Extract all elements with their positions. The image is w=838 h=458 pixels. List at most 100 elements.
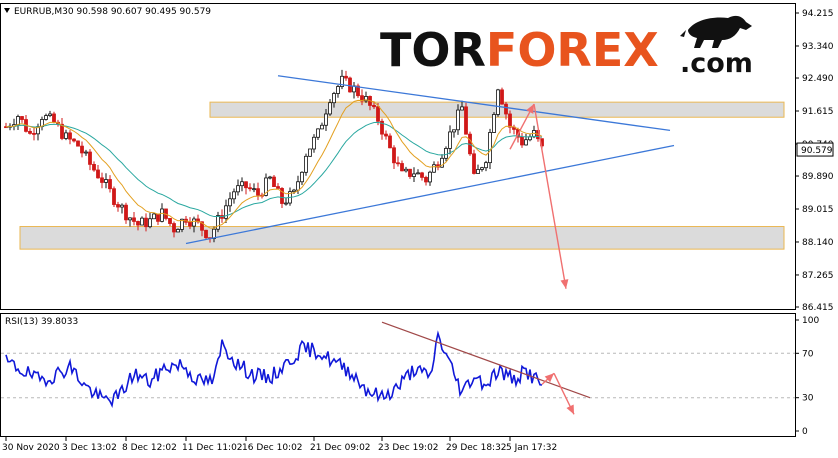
rsi-trendline xyxy=(381,321,591,399)
projection-arrow-head xyxy=(526,104,534,114)
time-tick-label: 3 Dec 13:02 xyxy=(62,443,117,453)
rsi-tick-label: 30 xyxy=(802,394,814,404)
candle-body xyxy=(228,198,232,207)
price-tick-label: 91.615 xyxy=(802,107,834,117)
projection-arrow-head xyxy=(560,279,569,289)
price-tick-label: 89.890 xyxy=(802,172,834,182)
candle-body xyxy=(268,176,272,179)
candle-body xyxy=(400,163,404,172)
candle-body xyxy=(476,169,480,174)
candle-body xyxy=(520,136,524,146)
symbol-header: EURRUB,M30 90.598 90.607 90.495 90.579 xyxy=(4,7,211,17)
candle-body xyxy=(320,124,324,130)
candle-body xyxy=(100,177,104,183)
collapse-triangle-icon[interactable] xyxy=(4,8,10,13)
candle-body xyxy=(372,105,376,108)
candle-body xyxy=(252,188,256,191)
candle-body xyxy=(80,145,84,154)
time-tick-label: 23 Dec 19:02 xyxy=(378,443,439,453)
fast-moving-average xyxy=(5,99,543,229)
candle-body xyxy=(248,187,252,190)
rsi-line xyxy=(5,330,543,408)
candle-body xyxy=(324,113,328,126)
projection-arrows xyxy=(509,103,569,289)
candle-body xyxy=(96,169,100,179)
candle-body xyxy=(500,89,504,105)
candle-body xyxy=(416,172,420,175)
candle-body xyxy=(408,168,412,177)
candle-body xyxy=(456,109,460,131)
candle-body xyxy=(140,217,144,226)
candle-body xyxy=(340,75,344,87)
projection-arrow xyxy=(533,103,567,289)
candle-body xyxy=(272,176,276,187)
candle-body xyxy=(524,139,528,146)
candle-body xyxy=(88,151,92,165)
rsi-panel[interactable] xyxy=(0,313,796,437)
candle-body xyxy=(396,162,400,165)
candle-body xyxy=(192,218,196,227)
candle-body xyxy=(68,132,72,140)
candle-body xyxy=(32,132,36,135)
slow-moving-average xyxy=(5,121,543,218)
candle-body xyxy=(336,86,340,94)
trendline xyxy=(277,75,671,132)
candle-body xyxy=(412,173,416,177)
price-panel[interactable] xyxy=(0,3,796,310)
candle-body xyxy=(380,120,384,135)
candle-body xyxy=(404,168,408,172)
candle-body xyxy=(312,136,316,150)
price-axis: 94.21593.34092.49091.61590.74089.89089.0… xyxy=(795,9,834,313)
candle-body xyxy=(44,115,48,120)
candle-body xyxy=(296,181,300,191)
torforex-logo: TORFOREX .com xyxy=(380,15,753,79)
time-tick-label: 30 Nov 2020 xyxy=(2,443,60,453)
candle-body xyxy=(284,202,288,205)
rsi-axis: 100 70 30 0 xyxy=(795,316,819,437)
candle-body xyxy=(308,148,312,157)
candle-body xyxy=(60,123,64,139)
candle-body xyxy=(280,188,284,204)
rsi-annotations xyxy=(381,321,591,415)
trendlines xyxy=(185,75,675,245)
candle-body xyxy=(20,116,24,120)
candle-body xyxy=(132,217,136,222)
candle-body xyxy=(156,213,160,222)
candle-body xyxy=(464,106,468,135)
candle-body xyxy=(104,179,108,183)
rsi-header-text: RSI(13) 39.8033 xyxy=(5,317,78,327)
price-tick-label: 89.015 xyxy=(802,205,834,215)
candle-body xyxy=(304,155,308,173)
price-tick-label: 92.490 xyxy=(802,74,834,84)
candle-body xyxy=(204,229,208,239)
candle-body xyxy=(28,130,32,134)
candle-body xyxy=(256,188,260,196)
candle-body xyxy=(244,181,248,189)
price-zone xyxy=(19,226,785,250)
candle-body xyxy=(152,213,156,220)
candle-body xyxy=(504,103,508,115)
candle-body xyxy=(200,221,204,231)
candle-body xyxy=(116,204,120,208)
candle-body xyxy=(420,172,424,178)
time-tick-label: 21 Dec 09:02 xyxy=(310,443,371,453)
candle-body xyxy=(264,177,268,196)
time-tick-label: 8 Dec 12:02 xyxy=(122,443,177,453)
candle-body xyxy=(480,167,484,170)
candle-body xyxy=(168,218,172,224)
current-price-label: 90.579 xyxy=(796,142,834,157)
candle-body xyxy=(388,135,392,149)
candle-body xyxy=(16,116,20,126)
candle-body xyxy=(76,140,80,147)
candle-body xyxy=(332,93,336,104)
trendline xyxy=(185,144,675,245)
logo-text: TORFOREX xyxy=(380,23,659,77)
candle-body xyxy=(64,132,68,139)
candle-body xyxy=(84,151,88,154)
candle-body xyxy=(488,132,492,164)
candle-body xyxy=(432,164,436,173)
price-tick-label: 87.265 xyxy=(802,271,834,281)
candle-body xyxy=(276,186,280,189)
candle-body xyxy=(292,189,296,193)
